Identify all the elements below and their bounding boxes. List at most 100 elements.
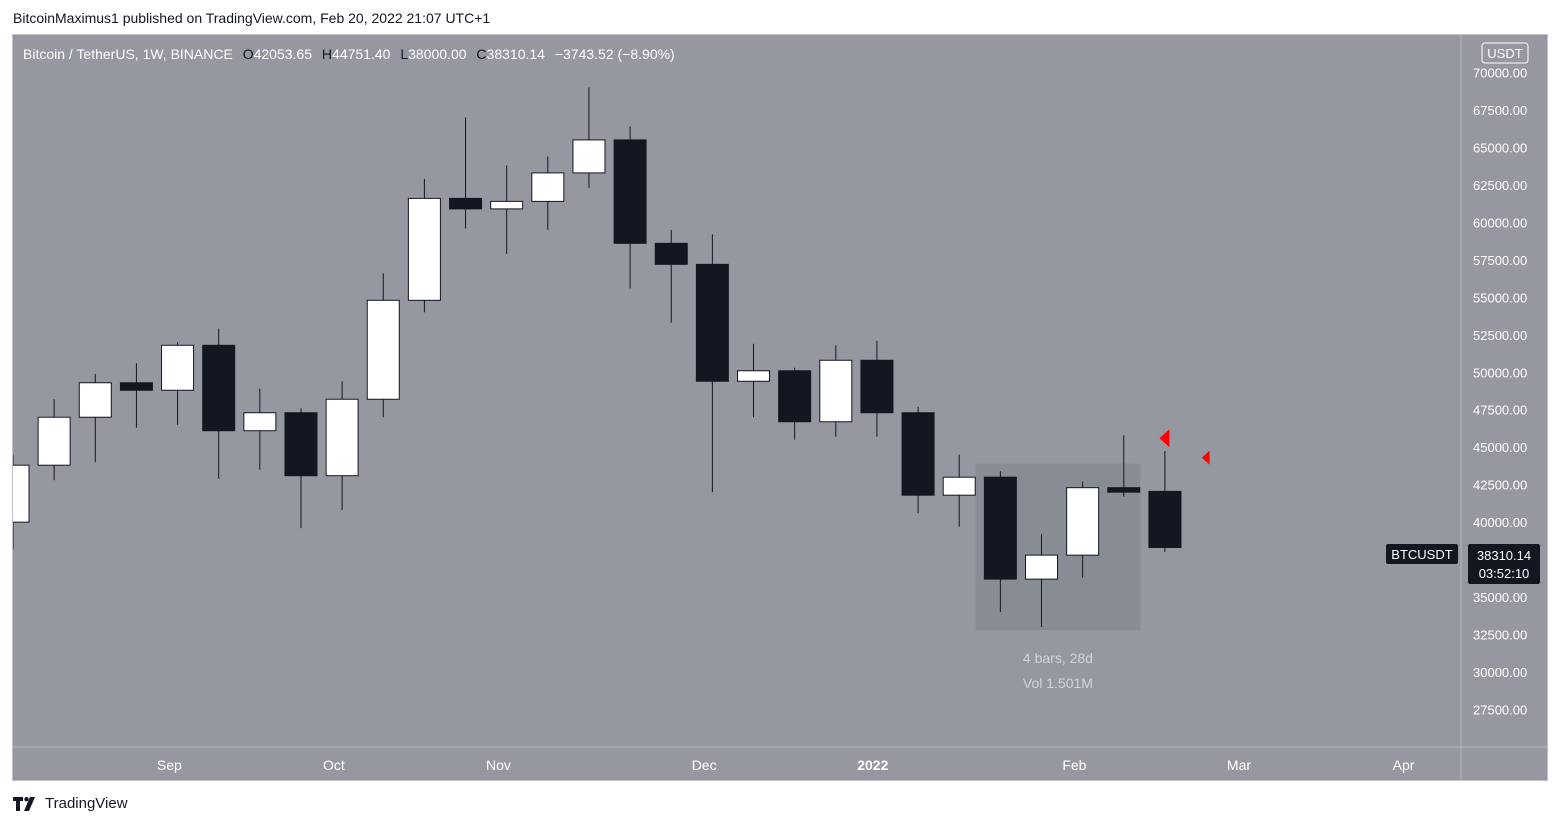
legend-change: −3743.52 (−8.90%) [555,46,675,62]
signal-marker [1159,429,1170,448]
last-price-bg [1468,544,1540,584]
candle [284,408,318,529]
candle-body-up [325,398,359,477]
markers-group [1159,429,1210,465]
price-tick-label: 57500.00 [1473,253,1527,268]
candle [243,388,277,470]
candle [161,342,195,425]
candle-body-down [284,412,318,477]
published-byline: BitcoinMaximus1 published on TradingView… [13,10,491,26]
candle [531,156,565,230]
time-tick-label: Nov [486,757,511,773]
signal-marker [1201,450,1210,465]
candle-body-up [78,382,112,418]
bar-countdown: 03:52:10 [1479,566,1530,581]
price-axis[interactable]: 27500.0030000.0032500.0035000.0037500.00… [1473,65,1527,717]
candle-body-up [13,464,30,523]
candle-body-up [490,200,524,210]
candle [901,406,935,514]
candle-body-up [366,299,400,400]
tradingview-brand[interactable]: TradingView [13,795,128,812]
time-tick-label: 2022 [857,757,888,773]
candle-body-up [1066,487,1100,556]
candle [37,399,71,481]
candle [325,381,359,511]
candle [983,471,1017,613]
candles-group [13,87,1182,628]
currency-label: USDT [1487,46,1522,61]
candle-body-up [737,370,771,382]
brand-name: TradingView [45,795,128,812]
candle [202,328,236,479]
symbol-tag-label: BTCUSDT [1391,547,1452,562]
price-tick-label: 62500.00 [1473,178,1527,193]
candle-body-down [654,242,688,265]
candle-body-up [572,139,606,174]
candle [778,367,812,440]
candle-body-down [202,344,236,432]
legend-l-value: 38000.00 [408,46,467,62]
candle-body-down [695,263,729,382]
range-volume-label: Vol 1.501M [1023,675,1093,691]
legend-o-label: O [243,46,254,62]
currency-button[interactable]: USDT [1481,42,1529,64]
candle [13,454,30,550]
price-tick-label: 27500.00 [1473,703,1527,718]
candle [819,345,853,437]
price-tick-label: 55000.00 [1473,290,1527,305]
price-tick-label: 47500.00 [1473,403,1527,418]
candle-body-up [407,197,441,301]
candle [942,454,976,527]
price-tick-label: 42500.00 [1473,478,1527,493]
candle-body-down [778,370,812,423]
currency-button-frame [1481,42,1529,64]
candle [407,178,441,313]
ohlc-legend: Bitcoin / TetherUS, 1W, BINANCE O42053.6… [23,46,675,62]
candle [366,273,400,418]
time-tick-label: Oct [323,757,345,773]
last-price-value: 38310.14 [1477,548,1531,563]
time-axis[interactable]: gSepOctNovDec2022FebMarApr [13,757,1415,773]
range-bars-label: 4 bars, 28d [1023,650,1093,666]
candle-body-down [1148,490,1182,548]
candle [449,117,483,229]
candle [1148,450,1182,553]
price-tick-label: 32500.00 [1473,628,1527,643]
price-tick-label: 65000.00 [1473,140,1527,155]
candle-body-down [119,382,153,391]
candle-body-down [449,197,483,210]
candle-body-up [531,172,565,202]
legend-symbol: Bitcoin / TetherUS, 1W, BINANCE [23,46,233,62]
candle-body-up [37,416,71,466]
legend-l-label: L [400,46,408,62]
candle-body-down [860,359,894,414]
price-tick-label: 45000.00 [1473,440,1527,455]
price-chart[interactable]: 4 bars, 28d Vol 1.501M 27500.00 30000.00 32… [13,35,1547,780]
time-tick-label: Sep [157,757,182,773]
candle [572,87,606,188]
price-tick-label: 67500.00 [1473,103,1527,118]
legend-o-value: 42053.65 [254,46,313,62]
candle [654,229,688,323]
time-tick-label: Feb [1062,757,1086,773]
candle [695,234,729,493]
candle [119,363,153,428]
candle-body-down [1107,487,1141,493]
candle [1107,435,1141,497]
price-tick-label: 35000.00 [1473,590,1527,605]
symbol-tag-bg [1386,544,1458,564]
candle-body-down [613,139,647,244]
last-price-tag: BTCUSDT 38310.14 03:52:10 [1386,544,1540,584]
price-tick-label: 50000.00 [1473,365,1527,380]
time-tick-label: Mar [1227,757,1251,773]
candle-body-down [983,476,1017,580]
candle-body-up [819,359,853,423]
price-tick-label: 40000.00 [1473,515,1527,530]
candle-body-up [243,412,277,432]
candle-body-up [161,344,195,391]
candle [860,340,894,437]
price-tick-label: 60000.00 [1473,215,1527,230]
legend-h-value: 44751.40 [332,46,391,62]
candle [78,373,112,463]
candle [490,165,524,254]
